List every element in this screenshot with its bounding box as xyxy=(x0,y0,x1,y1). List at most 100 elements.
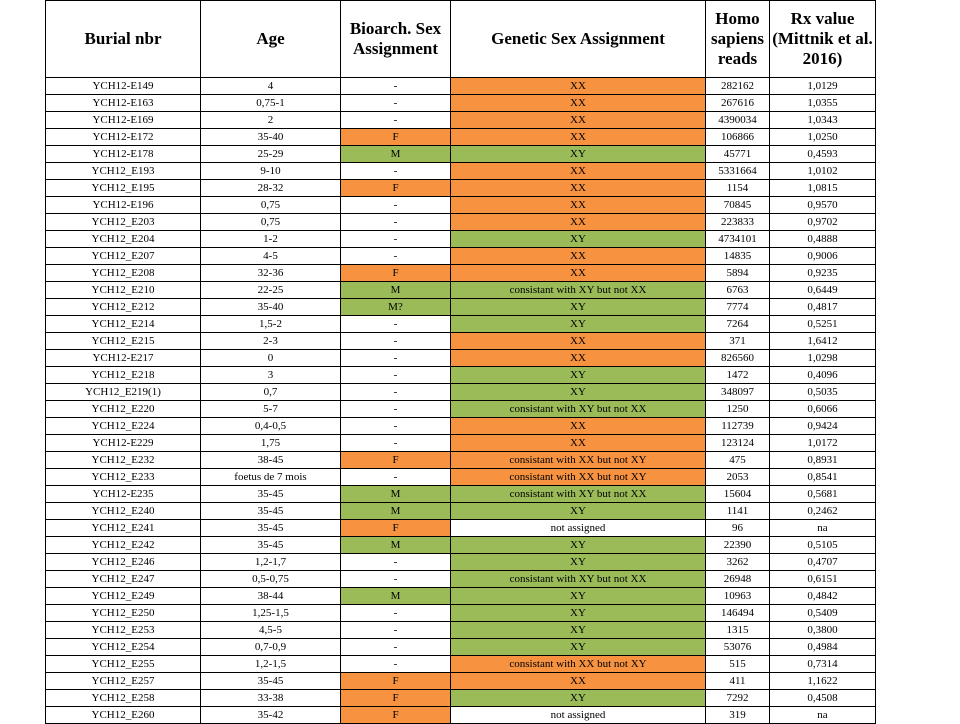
burial-cell: YCH12_E247 xyxy=(45,570,201,588)
age-cell: 4 xyxy=(200,77,341,95)
bioarch-sex-cell: - xyxy=(340,383,451,401)
table-row: YCH12-E169 2- XX 4390034 1,0343 xyxy=(45,111,876,129)
age-cell: 25-29 xyxy=(200,145,341,163)
genetic-sex-cell: consistant with XY but not XX xyxy=(450,400,706,418)
genetic-sex-cell: XY xyxy=(450,587,706,605)
reads-cell: 123124 xyxy=(705,434,770,452)
table-row: YCH12_E220 5-7- consistant with XY but not… xyxy=(45,400,876,418)
genetic-sex-cell: XY xyxy=(450,230,706,248)
burial-cell: YCH12_E258 xyxy=(45,689,201,707)
table-row: YCH12-E178 25-29 M XY 45771 0,4593 xyxy=(45,145,876,163)
genetic-sex-cell: not assigned xyxy=(450,706,706,724)
genetic-sex-cell: XX xyxy=(450,94,706,112)
table-row: YCH12_E240 35-45 M XY 1141 0,2462 xyxy=(45,502,876,520)
reads-cell: 826560 xyxy=(705,349,770,367)
genetic-sex-cell: XY xyxy=(450,383,706,401)
rx-value-cell: 0,3800 xyxy=(769,621,876,639)
bioarch-sex-cell: - xyxy=(340,604,451,622)
rx-value-cell: 0,5035 xyxy=(769,383,876,401)
reads-cell: 5331664 xyxy=(705,162,770,180)
burial-cell: YCH12_E249 xyxy=(45,587,201,605)
header-bioarch-sex: Bioarch. Sex Assignment xyxy=(340,0,451,78)
reads-cell: 53076 xyxy=(705,638,770,656)
rx-value-cell: 0,4707 xyxy=(769,553,876,571)
rx-value-cell: na xyxy=(769,706,876,724)
reads-cell: 26948 xyxy=(705,570,770,588)
burial-cell: YCH12_E207 xyxy=(45,247,201,265)
burial-cell: YCH12_E204 xyxy=(45,230,201,248)
table-row: YCH12_E207 4-5- XX 14835 0,9006 xyxy=(45,247,876,265)
table-row: YCH12_E257 35-45 F XX 411 1,1622 xyxy=(45,672,876,690)
table-row: YCH12-E172 35-40 F XX 106866 1,0250 xyxy=(45,128,876,146)
burial-cell: YCH12-E149 xyxy=(45,77,201,95)
table-row: YCH12_E218 3- XY 1472 0,4096 xyxy=(45,366,876,384)
burial-cell: YCH12_E253 xyxy=(45,621,201,639)
rx-value-cell: 1,0172 xyxy=(769,434,876,452)
bioarch-sex-cell: F xyxy=(340,179,451,197)
header-age: Age xyxy=(200,0,341,78)
reads-cell: 267616 xyxy=(705,94,770,112)
burial-cell: YCH12-E172 xyxy=(45,128,201,146)
genetic-sex-cell: XX xyxy=(450,77,706,95)
table-row: YCH12_E215 2-3- XX 371 1,6412 xyxy=(45,332,876,350)
rx-value-cell: 0,9702 xyxy=(769,213,876,231)
table-row: YCH12_E258 33-38 F XY 7292 0,4508 xyxy=(45,689,876,707)
burial-cell: YCH12_E214 xyxy=(45,315,201,333)
reads-cell: 70845 xyxy=(705,196,770,214)
genetic-sex-cell: XX xyxy=(450,264,706,282)
genetic-sex-cell: XX xyxy=(450,179,706,197)
reads-cell: 1250 xyxy=(705,400,770,418)
table-row: YCH12_E224 0,4-0,5- XX 112739 0,9424 xyxy=(45,417,876,435)
reads-cell: 1472 xyxy=(705,366,770,384)
bioarch-sex-cell: - xyxy=(340,570,451,588)
age-cell: 9-10 xyxy=(200,162,341,180)
bioarch-sex-cell: M xyxy=(340,145,451,163)
rx-value-cell: 1,0343 xyxy=(769,111,876,129)
burial-cell: YCH12_E250 xyxy=(45,604,201,622)
age-cell: 0,75 xyxy=(200,196,341,214)
genetic-sex-cell: XX xyxy=(450,672,706,690)
burial-cell: YCH12_E195 xyxy=(45,179,201,197)
bioarch-sex-cell: - xyxy=(340,434,451,452)
table-row: YCH12_E233 foetus de 7 mois - consistant wi… xyxy=(45,468,876,486)
rx-value-cell: 0,4817 xyxy=(769,298,876,316)
reads-cell: 15604 xyxy=(705,485,770,503)
rx-value-cell: 0,9235 xyxy=(769,264,876,282)
reads-cell: 1315 xyxy=(705,621,770,639)
bioarch-sex-cell: - xyxy=(340,621,451,639)
genetic-sex-cell: consistant with XX but not XY xyxy=(450,468,706,486)
rx-value-cell: 1,6412 xyxy=(769,332,876,350)
bioarch-sex-cell: - xyxy=(340,77,451,95)
age-cell: 35-45 xyxy=(200,536,341,554)
bioarch-sex-cell: - xyxy=(340,332,451,350)
table-row: YCH12-E163 0,75-1- XX 267616 1,0355 xyxy=(45,94,876,112)
table-row: YCH12_E219(1) 0,7- XY 348097 0,5035 xyxy=(45,383,876,401)
bioarch-sex-cell: F xyxy=(340,451,451,469)
age-cell: 2-3 xyxy=(200,332,341,350)
genetic-sex-cell: consistant with XX but not XY xyxy=(450,655,706,673)
age-cell: 0,4-0,5 xyxy=(200,417,341,435)
rx-value-cell: 0,9570 xyxy=(769,196,876,214)
burial-cell: YCH12_E246 xyxy=(45,553,201,571)
bioarch-sex-cell: F xyxy=(340,519,451,537)
reads-cell: 7264 xyxy=(705,315,770,333)
bioarch-sex-cell: - xyxy=(340,111,451,129)
genetic-sex-cell: XY xyxy=(450,553,706,571)
age-cell: 1,5-2 xyxy=(200,315,341,333)
age-cell: 35-45 xyxy=(200,519,341,537)
table-row: YCH12_E249 38-44 M XY 10963 0,4842 xyxy=(45,587,876,605)
reads-cell: 319 xyxy=(705,706,770,724)
burial-cell: YCH12_E220 xyxy=(45,400,201,418)
rx-value-cell: 0,5681 xyxy=(769,485,876,503)
age-cell: 28-32 xyxy=(200,179,341,197)
burial-cell: YCH12_E240 xyxy=(45,502,201,520)
age-cell: 1,2-1,7 xyxy=(200,553,341,571)
reads-cell: 2053 xyxy=(705,468,770,486)
burial-cell: YCH12-E178 xyxy=(45,145,201,163)
genetic-sex-cell: XX xyxy=(450,332,706,350)
reads-cell: 14835 xyxy=(705,247,770,265)
bioarch-sex-cell: - xyxy=(340,315,451,333)
genetic-sex-cell: not assigned xyxy=(450,519,706,537)
age-cell: 35-40 xyxy=(200,128,341,146)
